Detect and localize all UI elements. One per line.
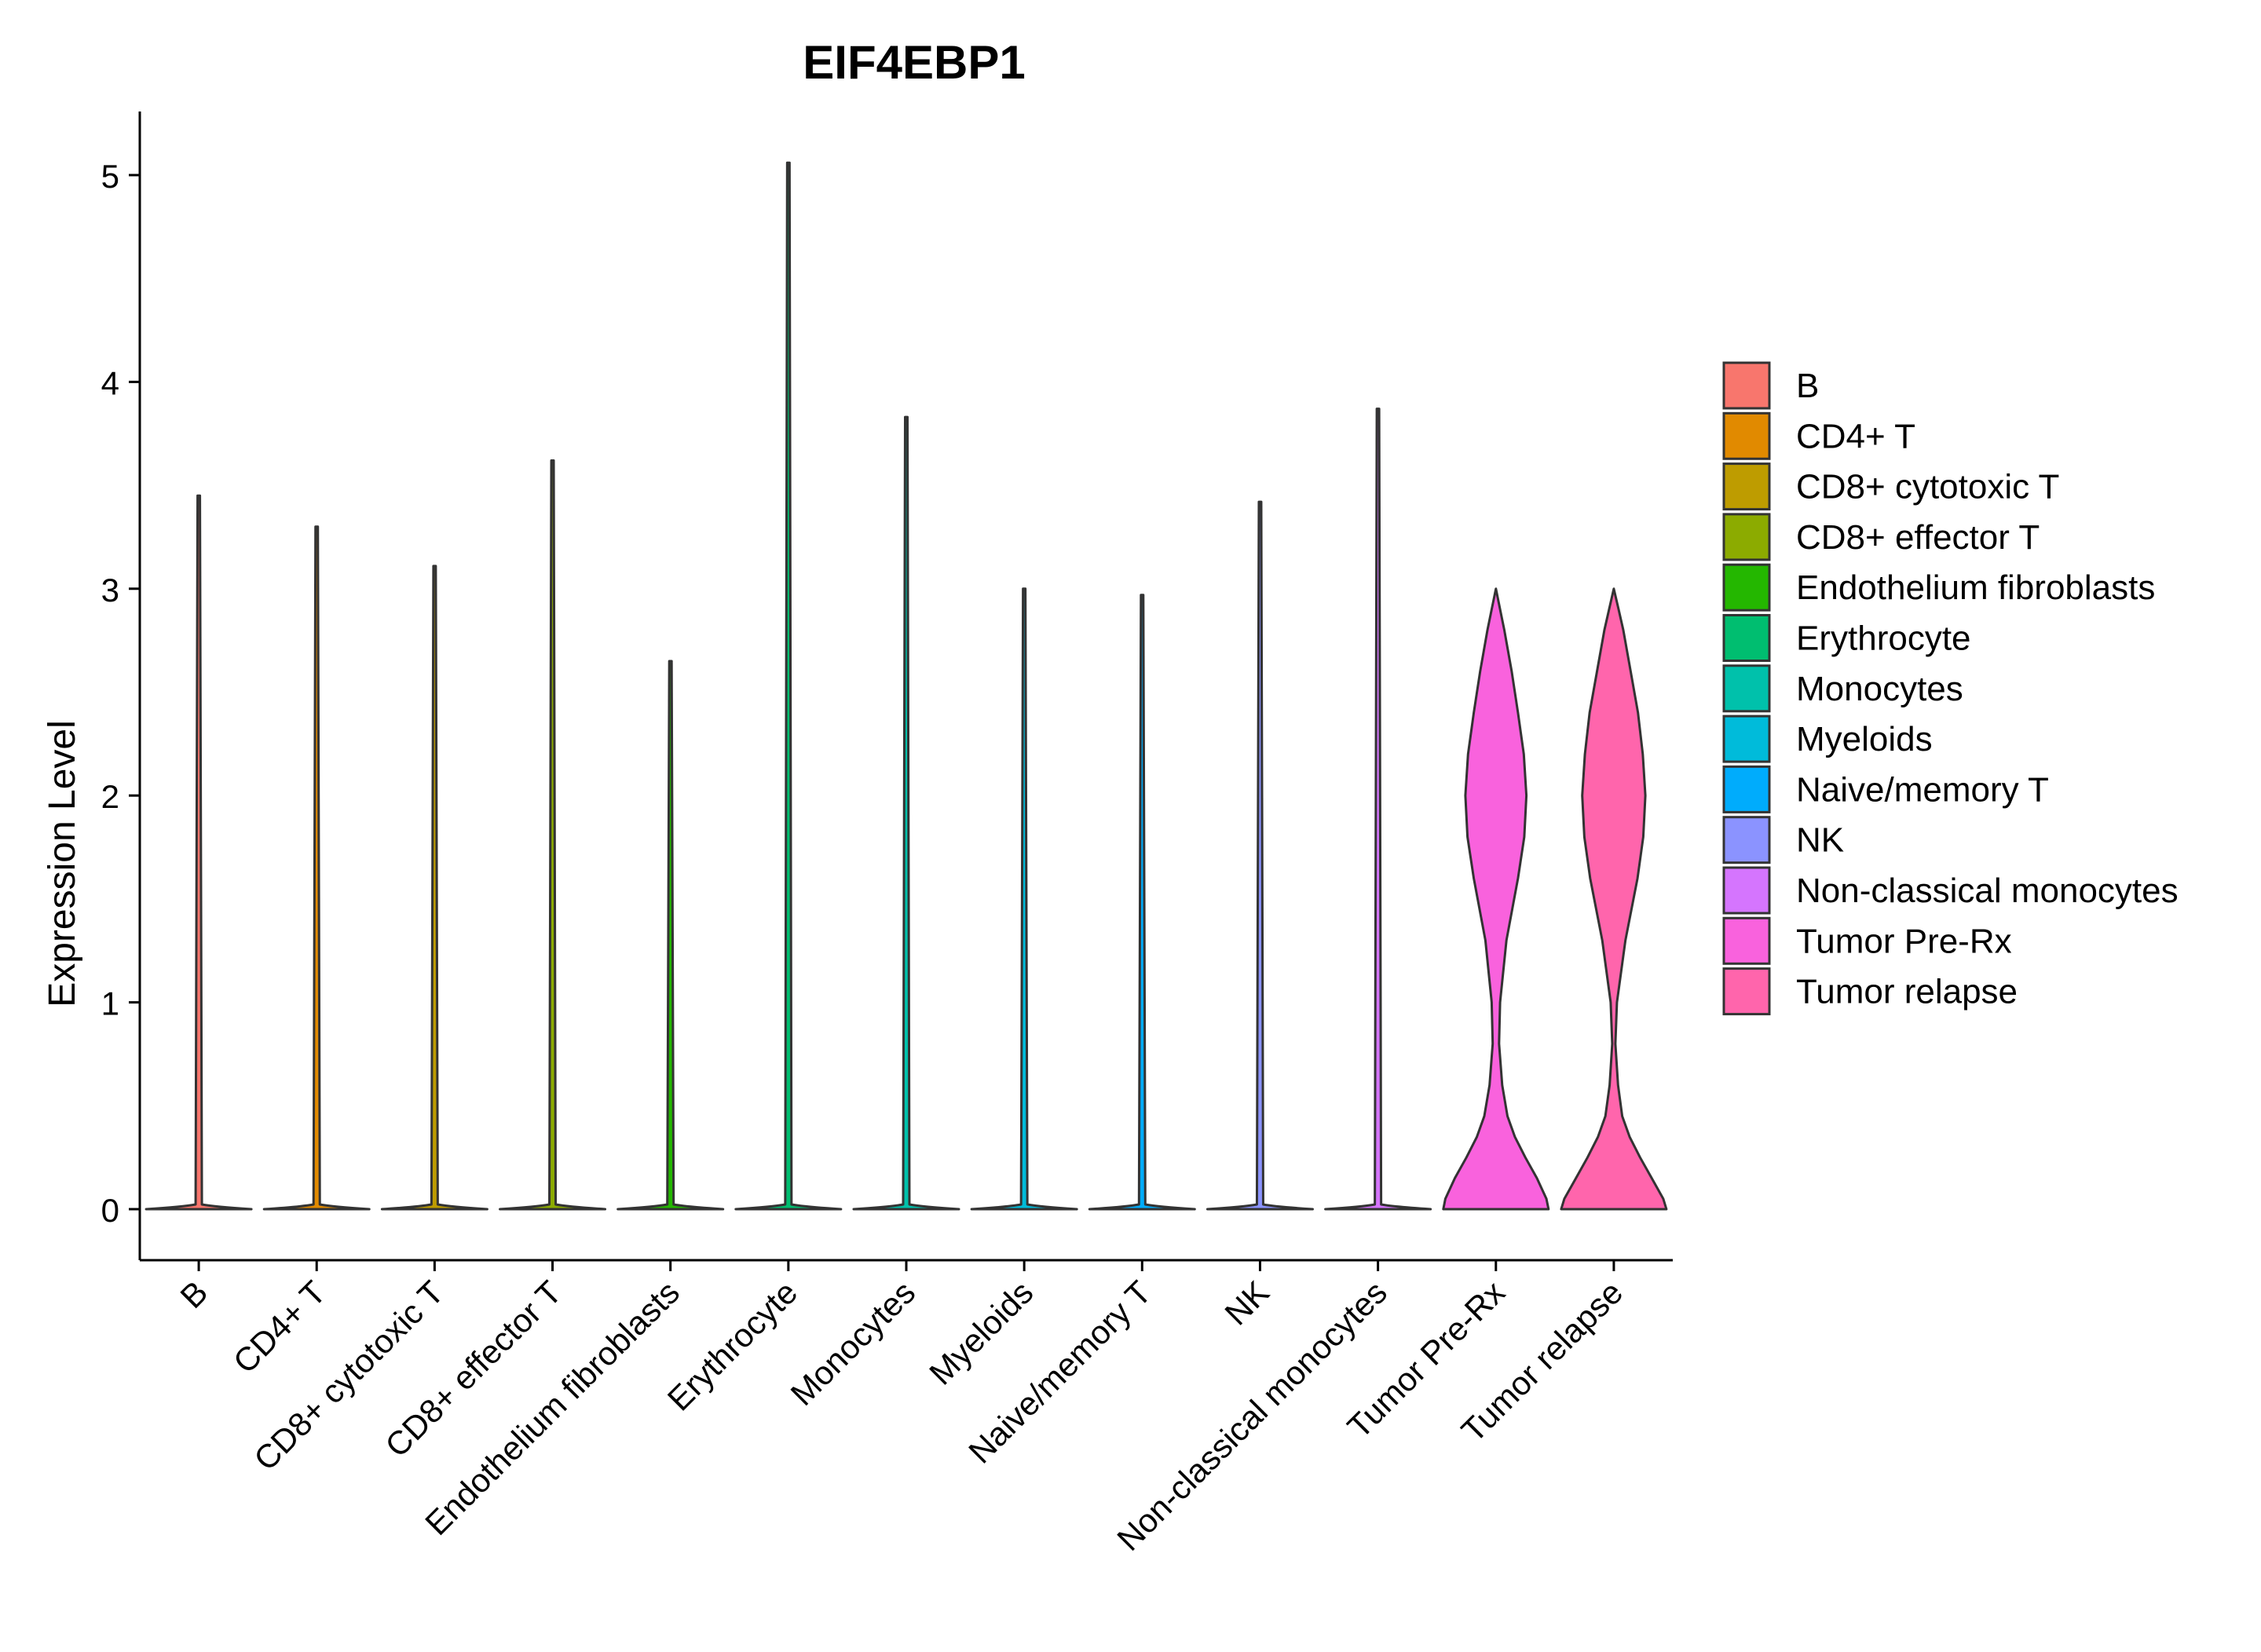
violin-body xyxy=(970,587,1078,1211)
legend-item-nk: NK xyxy=(1722,816,1844,864)
legend-item-endothelium-fibroblasts: Endothelium fibroblasts xyxy=(1722,563,2155,612)
violin-naive-memory-t xyxy=(1088,594,1196,1211)
violin-body xyxy=(1560,587,1668,1211)
violin-body xyxy=(1442,587,1550,1211)
legend-label: B xyxy=(1796,367,1819,405)
legend-item-monocytes: Monocytes xyxy=(1722,664,1963,713)
y-tick-label: 5 xyxy=(101,158,119,195)
legend-swatch xyxy=(1722,614,1771,662)
legend-item-b: B xyxy=(1722,361,1819,410)
legend-item-cd8-cytotoxic-t: CD8+ cytotoxic T xyxy=(1722,462,2059,511)
legend-label: Erythrocyte xyxy=(1796,620,1971,658)
violin-body xyxy=(852,415,960,1211)
violin-b xyxy=(145,494,253,1211)
legend-label: Monocytes xyxy=(1796,670,1963,708)
legend-swatch xyxy=(1722,563,1771,612)
violin-body xyxy=(1088,594,1196,1211)
violin-monocytes xyxy=(852,415,960,1211)
violin-nk xyxy=(1206,500,1314,1211)
violin-body xyxy=(145,494,253,1211)
violin-cd8-cytotoxic-t xyxy=(380,565,488,1211)
legend-item-non-classical-monocytes: Non-classical monocytes xyxy=(1722,866,2179,915)
legend-swatch xyxy=(1722,866,1771,915)
legend-label: Non-classical monocytes xyxy=(1796,872,2179,910)
legend-item-cd8-effector-t: CD8+ effector T xyxy=(1722,513,2040,561)
legend-swatch xyxy=(1722,411,1771,460)
legend-swatch xyxy=(1722,513,1771,561)
legend-label: Myeloids xyxy=(1796,720,1933,758)
x-tick-label: CD4+ T xyxy=(226,1274,333,1380)
legend-item-tumor-relapse: Tumor relapse xyxy=(1722,967,2018,1016)
legend: B CD4+ T CD8+ cytotoxic T CD8+ effector T En… xyxy=(1722,361,2179,1016)
violin-body xyxy=(499,459,607,1211)
y-axis-label: Expression Level xyxy=(42,720,83,1007)
violin-body xyxy=(1206,500,1314,1211)
y-tick-label: 0 xyxy=(101,1192,119,1229)
legend-item-erythrocyte: Erythrocyte xyxy=(1722,614,1971,662)
x-tick-label: B xyxy=(173,1274,214,1315)
y-tick-label: 4 xyxy=(101,364,119,401)
legend-label: CD8+ effector T xyxy=(1796,518,2040,557)
violin-cd4-t xyxy=(262,525,371,1211)
legend-swatch xyxy=(1722,361,1771,410)
legend-swatch xyxy=(1722,816,1771,864)
legend-label: CD4+ T xyxy=(1796,417,1915,455)
legend-swatch xyxy=(1722,765,1771,813)
violin-myeloids xyxy=(970,587,1078,1211)
legend-swatch xyxy=(1722,715,1771,763)
legend-item-tumor-pre-rx: Tumor Pre-Rx xyxy=(1722,916,2012,965)
x-tick-label: Myeloids xyxy=(922,1274,1040,1391)
chart-title: EIF4EBP1 xyxy=(803,36,1025,89)
legend-item-cd4-t: CD4+ T xyxy=(1722,411,1915,460)
y-tick-label: 3 xyxy=(101,572,119,609)
legend-label: Endothelium fibroblasts xyxy=(1796,568,2155,607)
x-tick-label: Monocytes xyxy=(784,1274,923,1413)
violin-endothelium-fibroblasts xyxy=(616,660,725,1211)
violin-body xyxy=(1324,408,1432,1211)
legend-swatch xyxy=(1722,967,1771,1016)
violin-body xyxy=(616,660,725,1211)
legend-label: Tumor Pre-Rx xyxy=(1796,922,2012,960)
legend-swatch xyxy=(1722,916,1771,965)
violin-tumor-relapse xyxy=(1560,587,1668,1211)
legend-label: Naive/memory T xyxy=(1796,770,2049,809)
y-tick-label: 1 xyxy=(101,985,119,1022)
violin-non-classical-monocytes xyxy=(1324,408,1432,1211)
legend-label: Tumor relapse xyxy=(1796,973,2018,1011)
legend-swatch xyxy=(1722,462,1771,511)
y-tick-label: 2 xyxy=(101,778,119,815)
legend-swatch xyxy=(1722,664,1771,713)
legend-label: CD8+ cytotoxic T xyxy=(1796,468,2059,506)
x-tick-label: NK xyxy=(1217,1274,1276,1332)
violin-body xyxy=(262,525,371,1211)
legend-label: NK xyxy=(1796,821,1844,860)
violin-cd8-effector-t xyxy=(499,459,607,1211)
violin-body xyxy=(734,161,843,1211)
legend-item-myeloids: Myeloids xyxy=(1722,715,1933,763)
violin-tumor-pre-rx xyxy=(1442,587,1550,1211)
legend-item-naive-memory-t: Naive/memory T xyxy=(1722,765,2049,813)
violin-erythrocyte xyxy=(734,161,843,1211)
violin-body xyxy=(380,565,488,1211)
